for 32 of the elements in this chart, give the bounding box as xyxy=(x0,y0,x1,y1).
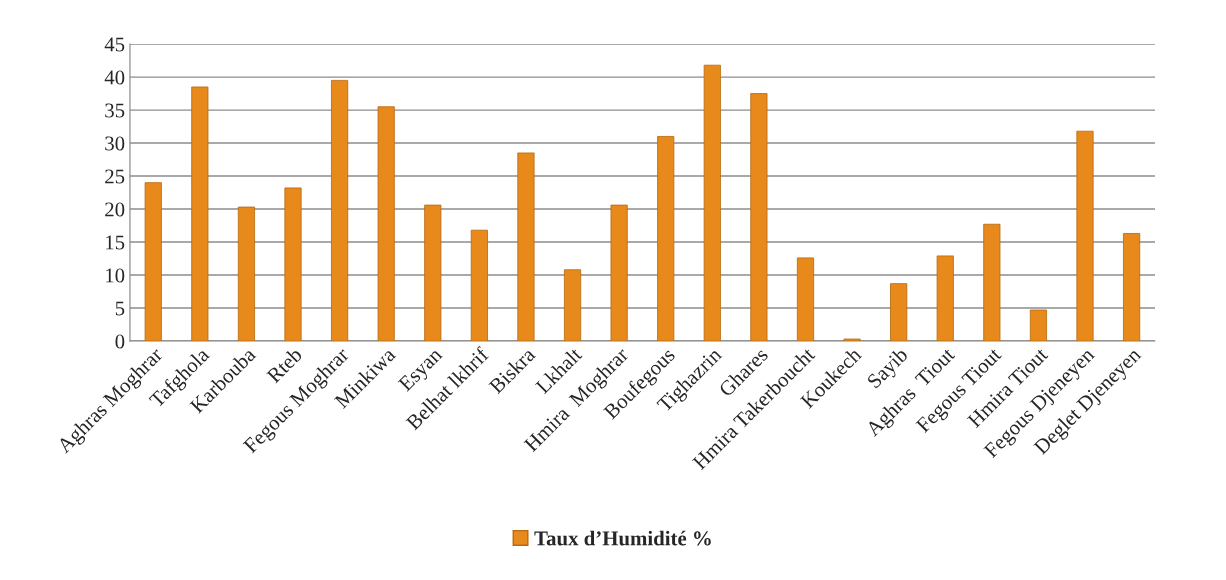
bar xyxy=(750,93,768,342)
bar xyxy=(1029,309,1047,342)
y-tick-label: 40 xyxy=(104,70,125,85)
y-tick-label: 20 xyxy=(105,202,125,217)
bar xyxy=(610,204,628,342)
legend-label: Taux d’Humidité % xyxy=(534,530,711,546)
y-tick-label: 5 xyxy=(115,301,125,316)
bar xyxy=(703,64,721,342)
bar xyxy=(284,187,302,342)
bar xyxy=(1076,130,1094,342)
bar xyxy=(517,152,535,342)
y-tick-label: 0 xyxy=(115,334,125,349)
bar xyxy=(377,106,395,342)
bar xyxy=(563,269,582,342)
bar xyxy=(657,136,675,342)
bar xyxy=(796,257,815,342)
y-tick-label: 10 xyxy=(106,268,125,283)
y-tick-label: 30 xyxy=(105,136,125,151)
bar xyxy=(890,283,908,342)
y-tick-label: 35 xyxy=(105,103,125,118)
bar xyxy=(983,223,1001,342)
y-tick-label: 15 xyxy=(106,235,125,250)
bar xyxy=(936,255,954,342)
bar xyxy=(1123,233,1141,342)
bar xyxy=(191,86,209,342)
y-tick-label: 25 xyxy=(105,169,125,184)
bar xyxy=(331,79,349,342)
bar xyxy=(424,204,442,342)
bar xyxy=(470,229,488,342)
y-tick-label: 45 xyxy=(104,37,125,52)
bar xyxy=(237,206,255,342)
bar xyxy=(144,182,162,342)
